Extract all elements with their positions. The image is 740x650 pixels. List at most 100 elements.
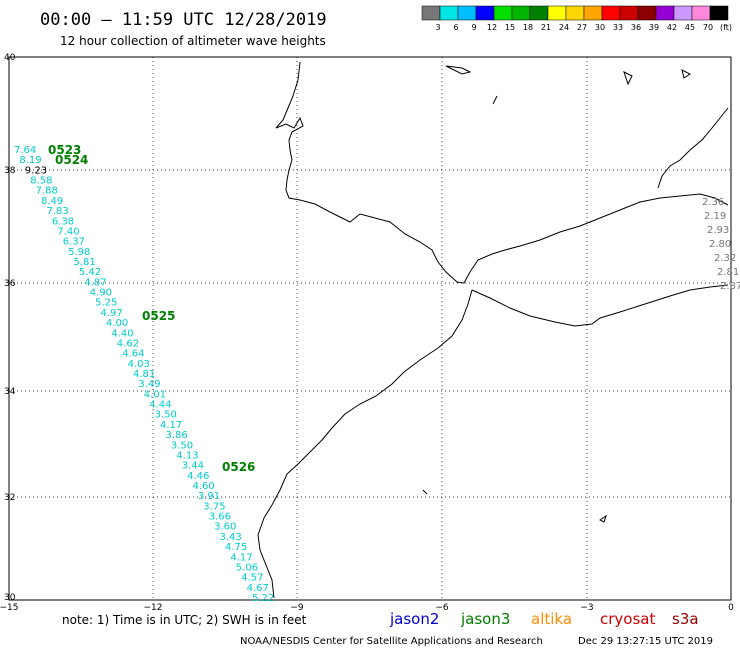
swh-value: 5.42 [79, 267, 101, 278]
x-tick-label: −6 [435, 603, 449, 613]
swh-value: 2.32 [714, 253, 736, 264]
x-axis-ticks: −15 −12 −9 −6 −3 0 [0, 603, 734, 613]
swh-value: 4.17 [160, 420, 182, 431]
swh-value: 4.57 [241, 573, 263, 584]
colorbar-swatch [565, 5, 585, 21]
footer-timestamp: Dec 29 13:27:15 UTC 2019 [578, 636, 713, 647]
colorbar-swatch [709, 5, 729, 21]
swh-value: 8.58 [30, 176, 52, 187]
swh-value: 3.50 [155, 410, 177, 421]
colorbar-swatch [637, 5, 657, 21]
swh-value: 4.87 [84, 277, 106, 288]
swh-value: 3.86 [166, 430, 188, 441]
swh-value: 4.44 [149, 400, 171, 411]
colorbar-label: 3 [435, 23, 440, 32]
y-tick-label: 32 [4, 493, 15, 503]
swh-value: 6.37 [63, 237, 85, 248]
colorbar-label: 6 [453, 23, 458, 32]
swh-value: 7.64 [14, 145, 36, 156]
swh-value: 4.75 [225, 542, 247, 553]
swh-value: 4.60 [193, 481, 215, 492]
graticule [9, 57, 731, 600]
swh-value: 2.93 [707, 225, 729, 236]
swh-value: 4.13 [176, 451, 198, 462]
x-tick-label: −15 [0, 603, 19, 613]
satellite-legend: jason2 jason3 altika cryosat s3a [389, 610, 699, 628]
swh-value: 5.25 [95, 298, 117, 309]
colorbar-label: 24 [559, 23, 569, 32]
note-text: note: 1) Time is in UTC; 2) SWH is in fe… [62, 613, 307, 627]
satellite-legend-item: jason2 [389, 610, 439, 628]
swh-value: 3.75 [203, 501, 225, 512]
colorbar-label: 15 [505, 23, 515, 32]
swh-value: 8.49 [41, 196, 63, 207]
x-tick-label: −9 [290, 603, 304, 613]
pass-label: 0524 [55, 153, 88, 167]
y-tick-label: 40 [4, 53, 16, 63]
swh-value: 7.88 [36, 186, 58, 197]
swh-value: 4.62 [117, 339, 139, 350]
y-tick-label: 38 [4, 166, 16, 176]
pass-label: 0523 [48, 143, 81, 157]
colorbar-swatch [511, 5, 531, 21]
swh-value: 3.60 [214, 522, 236, 533]
satellite-legend-item: jason3 [460, 610, 510, 628]
colorbar-label: (ft) [720, 23, 732, 32]
colorbar-label: 12 [487, 23, 497, 32]
colorbar-label: 21 [541, 23, 551, 32]
colorbar-label: 36 [631, 23, 641, 32]
pass-label: 0525 [142, 309, 175, 323]
swh-value: 7.40 [57, 227, 79, 238]
colorbar-label: 18 [523, 23, 533, 32]
colorbar-label: 70 [703, 23, 713, 32]
swh-value: 4.01 [144, 389, 166, 400]
colorbar-swatch [673, 5, 693, 21]
swh-value: 4.90 [90, 288, 112, 299]
colorbar-swatch [691, 5, 711, 21]
colorbar-label: 42 [667, 23, 677, 32]
colorbar-swatch [439, 5, 459, 21]
pass-label: 0526 [222, 460, 255, 474]
y-tick-label: 30 [4, 593, 16, 603]
swh-value: 2.87 [720, 281, 740, 292]
colorbar-swatch [619, 5, 639, 21]
x-tick-label: −12 [144, 603, 163, 613]
colorbar-legend: 3 6 9 12 15 18 21 24 27 30 33 36 39 42 45 70 (ft) [421, 5, 732, 32]
swh-value: 3.66 [209, 512, 231, 523]
y-axis-ticks: 40 38 36 34 32 30 [4, 53, 16, 603]
swh-value: 4.03 [128, 359, 150, 370]
colorbar-swatch [601, 5, 621, 21]
swh-value: 3.49 [138, 379, 160, 390]
colorbar-swatch [547, 5, 567, 21]
swh-value: 5.81 [74, 257, 96, 268]
swh-value: 2.36 [702, 197, 724, 208]
page-subtitle: 12 hour collection of altimeter wave hei… [60, 34, 326, 48]
colorbar-swatch [493, 5, 513, 21]
swh-value: 4.97 [101, 308, 123, 319]
swh-value: 3.91 [198, 491, 220, 502]
main-track-values: 7.648.199.238.587.888.497.836.387.406.37… [14, 145, 274, 604]
swh-value: 3.50 [171, 440, 193, 451]
swh-value: 3.44 [182, 461, 204, 472]
swh-value: 3.43 [220, 532, 242, 543]
swh-value: 8.19 [19, 155, 41, 166]
colorbar-swatch [421, 5, 441, 21]
swh-value: 2.81 [717, 267, 739, 278]
colorbar-label: 30 [595, 23, 605, 32]
y-tick-label: 34 [4, 387, 16, 397]
swh-value: 5.22 [252, 593, 274, 604]
swh-value: 4.17 [230, 552, 252, 563]
swh-value: 4.40 [111, 328, 133, 339]
swh-value: 4.46 [187, 471, 209, 482]
swh-value: 4.00 [106, 318, 128, 329]
map-frame [8, 56, 732, 601]
swh-value: 6.38 [52, 216, 74, 227]
swh-value: 5.06 [236, 563, 258, 574]
swh-value: 5.98 [68, 247, 90, 258]
y-tick-label: 36 [4, 279, 16, 289]
colorbar-swatch [457, 5, 477, 21]
swh-value: 4.64 [122, 349, 144, 360]
colorbar-swatch [583, 5, 603, 21]
